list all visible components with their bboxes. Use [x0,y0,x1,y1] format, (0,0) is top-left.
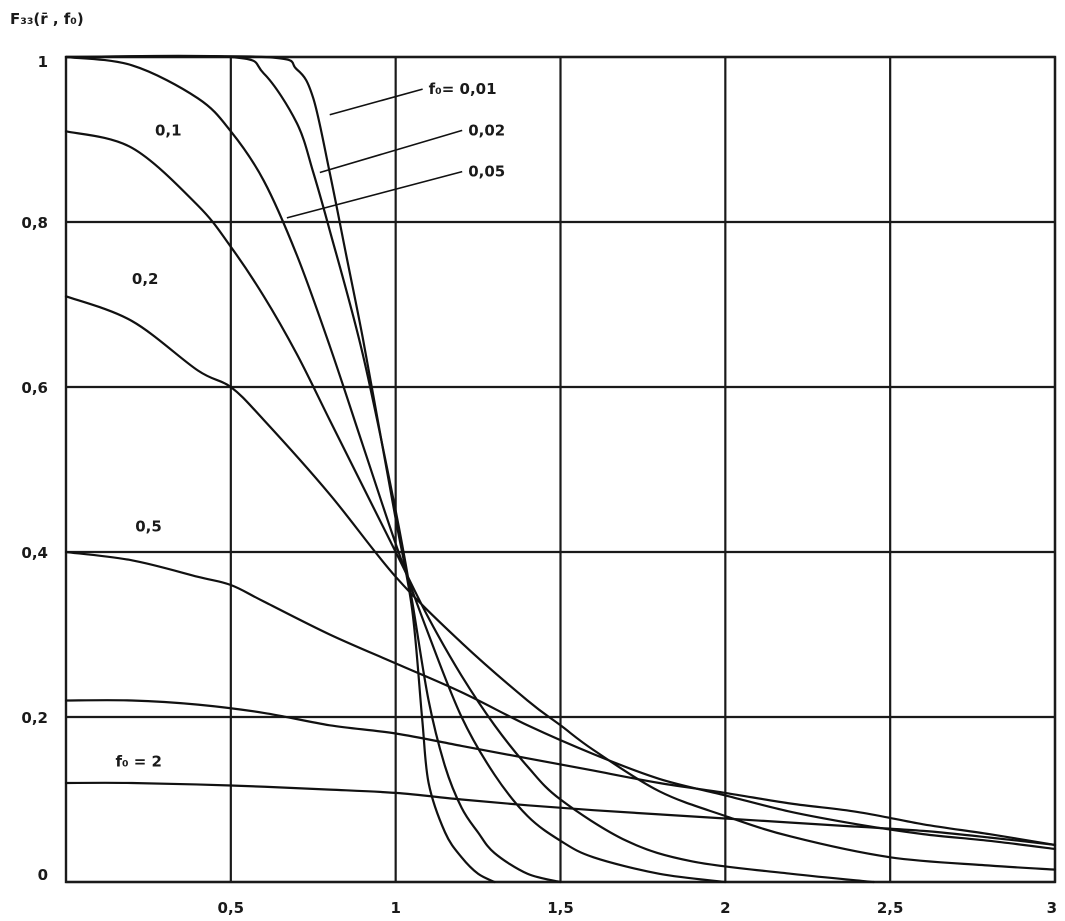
series-line-2 [64,55,727,884]
y-tick-label: 0 [38,866,48,884]
curve-label-1: 0,02 [468,121,505,139]
chart-title: F₃₃(r̄ , f₀) [10,10,84,28]
y-tick-label: 0,8 [21,214,48,232]
y-tick-label: 0,4 [21,544,48,562]
x-tick-label: 2 [720,899,730,917]
curve-label-4: 0,2 [132,270,159,288]
grid [66,55,1057,884]
series-line-1 [64,54,562,884]
x-tick-label: 1 [390,899,400,917]
leader-line-1 [319,129,463,174]
series-line-7 [64,781,1057,846]
series-line-3 [64,130,875,884]
y-tick-label: 0,2 [21,709,48,727]
curve-label-2: 0,05 [468,163,505,181]
curve-label-5: 0,5 [135,517,162,535]
curve-label-3: 0,1 [155,121,182,139]
x-axis: 0,5 1 1,5 2 2,5 3 [218,899,1057,917]
curve-label-6: f₀ = 2 [115,753,162,771]
curve-labels: f₀= 0,01 0,02 0,05 0,1 0,2 0,5 f₀ = 2 [115,80,505,770]
series-line-4 [64,295,1057,871]
x-tick-label: 1,5 [547,899,574,917]
curves [64,54,1057,884]
leader-line-2 [286,170,463,219]
x-tick-label: 3 [1047,899,1057,917]
x-tick-label: 0,5 [218,899,245,917]
y-tick-label: 1 [38,53,48,71]
curve-label-0: f₀= 0,01 [429,80,497,98]
y-tick-label: 0,6 [21,379,48,397]
series-line-6 [64,699,1057,846]
y-axis: 0 0,2 0,4 0,6 0,8 1 [21,53,48,884]
leader-line-0 [329,88,423,116]
x-tick-label: 2,5 [877,899,904,917]
